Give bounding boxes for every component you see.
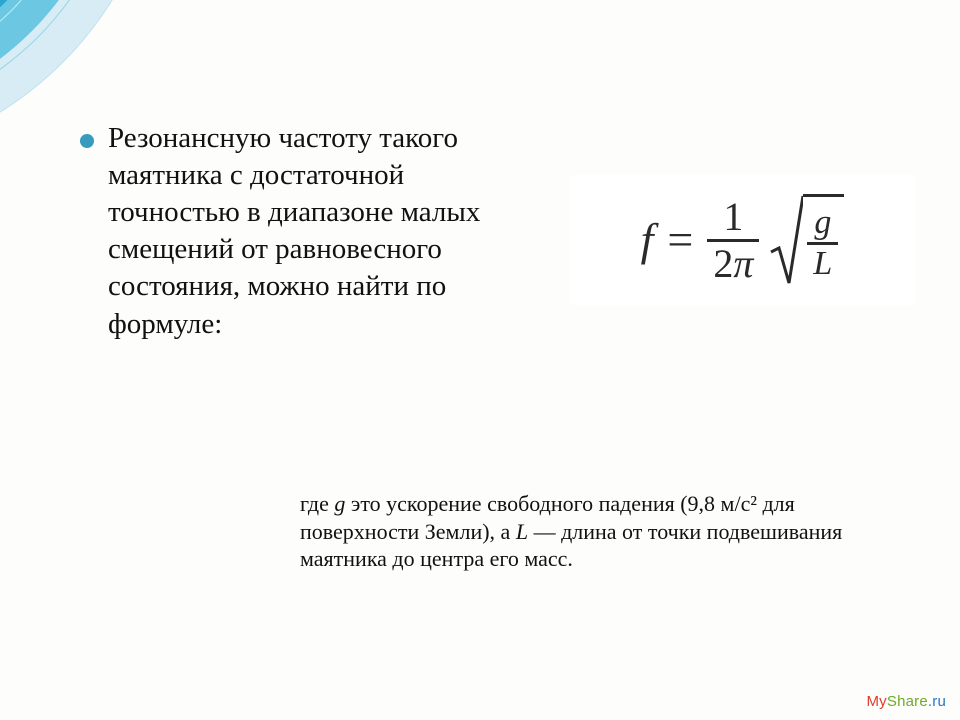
watermark-share: Share [887, 693, 928, 710]
var-g: g [334, 491, 345, 516]
equals-sign: = [663, 217, 697, 263]
watermark-ru: .ru [928, 693, 946, 710]
var-l: L [516, 519, 528, 544]
square-root: g L [769, 194, 844, 286]
formula-lhs: f [641, 217, 654, 263]
fraction-main-den: 2π [707, 242, 759, 286]
fraction-inner: g L [807, 204, 838, 283]
fraction-inner-den: L [807, 245, 838, 283]
fraction-main: 1 2π [707, 195, 759, 286]
fraction-main-num: 1 [717, 195, 749, 239]
watermark: MyShare.ru [866, 693, 946, 710]
formula: f = 1 2π g L [641, 194, 845, 286]
slide: Резонансную частоту такого маятника с до… [0, 0, 960, 720]
radical-icon [769, 194, 803, 286]
bullet-dot-icon [80, 134, 94, 148]
radicand: g L [803, 194, 844, 286]
bullet-text: Резонансную частоту такого маятника с до… [108, 120, 538, 343]
caption-text: где g это ускорение свободного падения (… [300, 490, 860, 573]
watermark-my: My [866, 693, 886, 710]
fraction-inner-num: g [808, 204, 837, 242]
formula-box: f = 1 2π g L [570, 175, 915, 305]
